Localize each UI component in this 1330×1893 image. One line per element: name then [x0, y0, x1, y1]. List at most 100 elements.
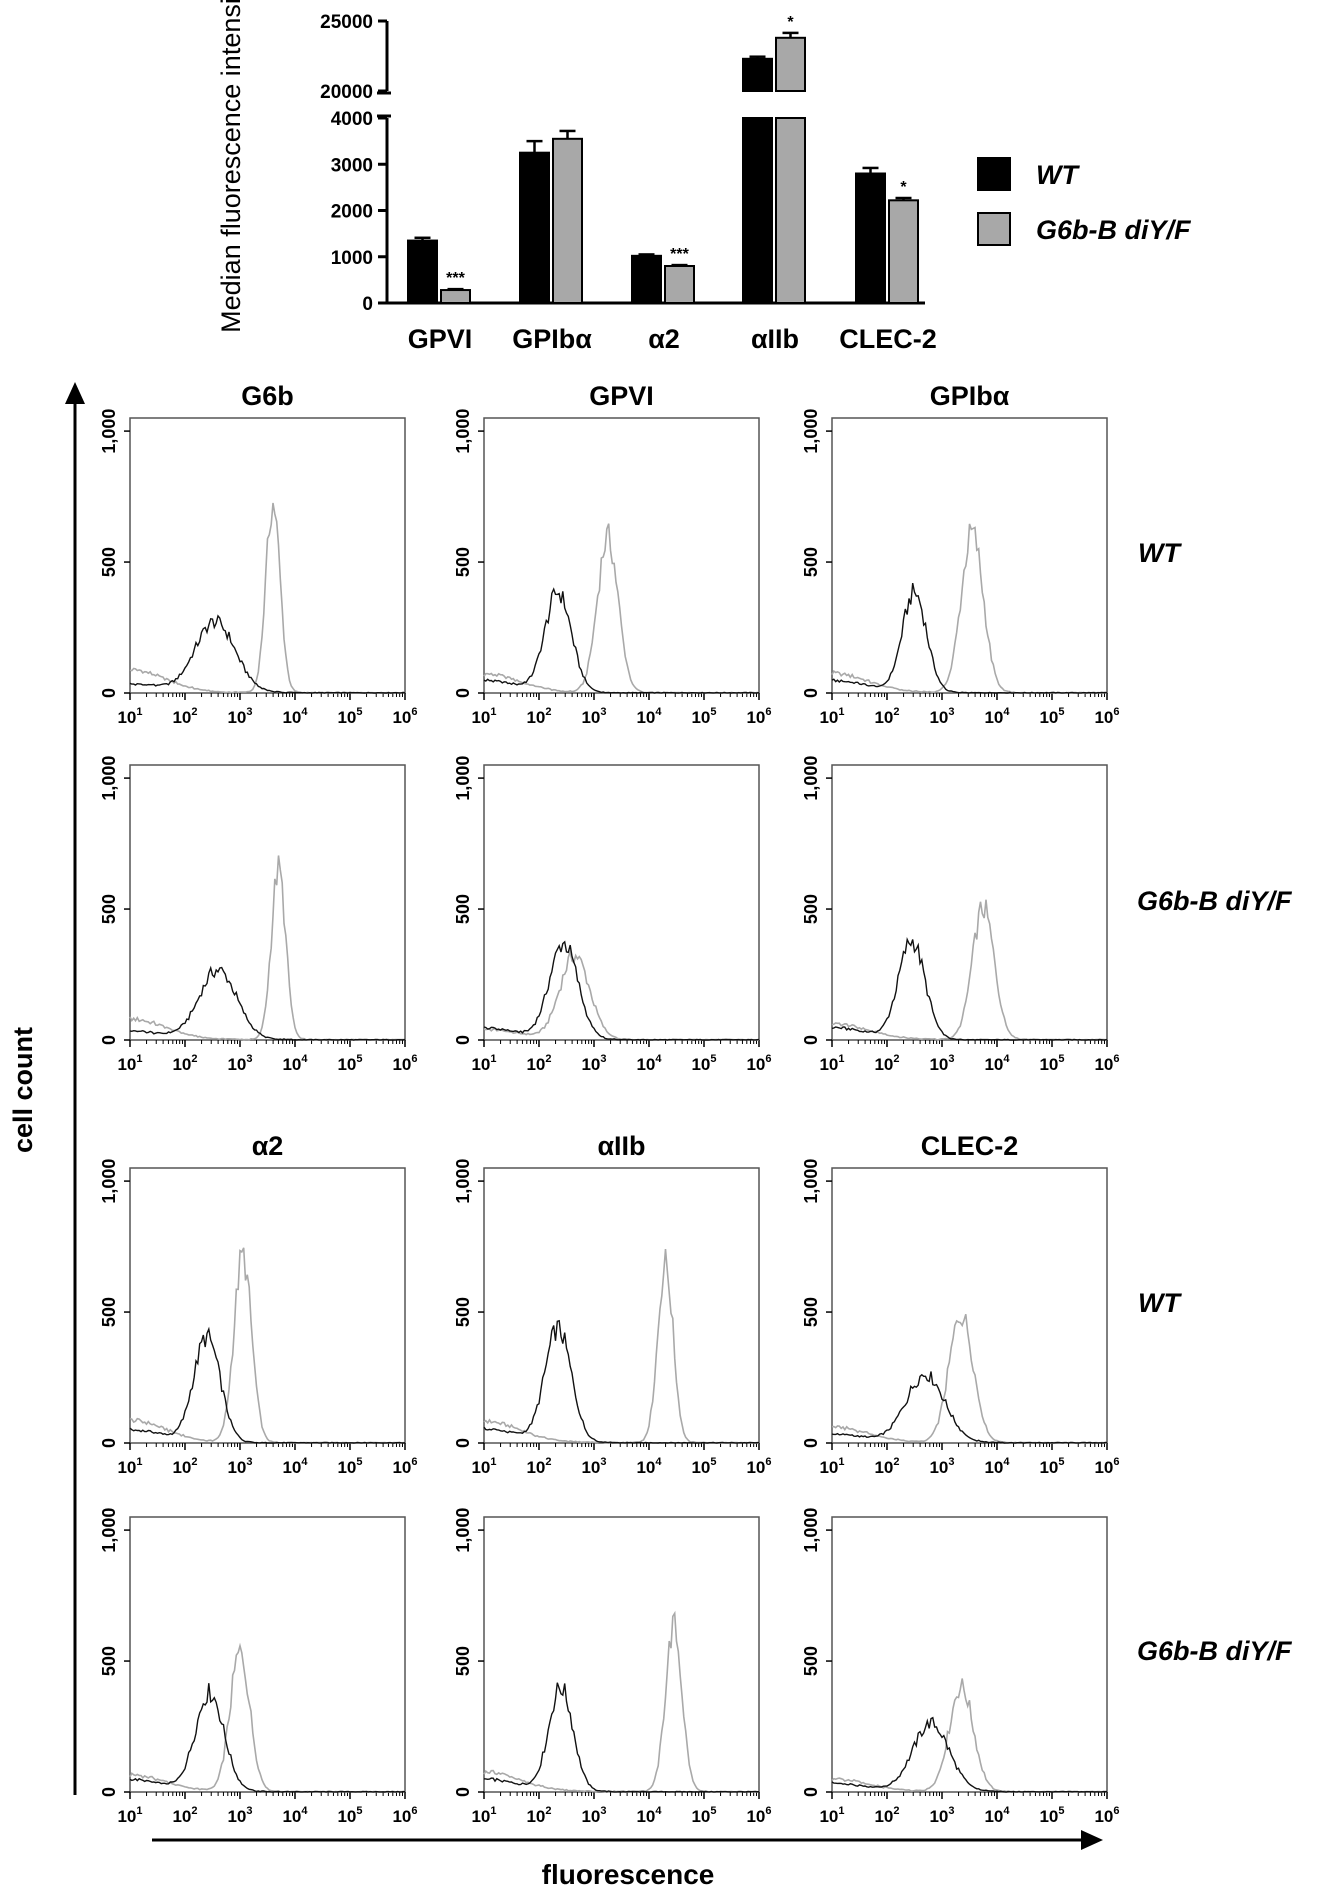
- hist-y-tick-label: 1,000: [453, 756, 473, 801]
- tick-exponent: 4: [1003, 1053, 1010, 1065]
- hist-panel-title: CLEC-2: [921, 1131, 1019, 1161]
- bar-legend: WT G6b-B diY/F: [977, 157, 1192, 246]
- tick-base: 10: [392, 1807, 411, 1826]
- hist-y-tick-label: 1,000: [453, 409, 473, 454]
- tick-base: 10: [172, 708, 191, 727]
- hist-y-tick-label: 500: [453, 547, 473, 577]
- grey-histogram-line: [483, 1610, 760, 1793]
- tick-base: 10: [1039, 1458, 1058, 1477]
- hist-y-tick-label: 1,000: [99, 1508, 119, 1553]
- hist-panel-title: GPVI: [589, 381, 654, 411]
- hist-x-tick-label: 103: [227, 1456, 252, 1477]
- tick-base: 10: [1094, 1055, 1113, 1074]
- bar: [664, 265, 695, 304]
- tick-exponent: 1: [136, 1805, 142, 1817]
- hist-y-tick-label: 1,000: [801, 1159, 821, 1204]
- bar-category-label: CLEC-2: [839, 324, 937, 354]
- bar-category-label: GPIbα: [512, 324, 592, 354]
- black-histogram-line: [129, 1683, 406, 1793]
- tick-exponent: 5: [1058, 1053, 1064, 1065]
- hist-x-tick-label: 101: [819, 1805, 844, 1826]
- tick-base: 10: [172, 1055, 191, 1074]
- hist-x-tick-label: 102: [526, 1053, 551, 1074]
- hist-x-tick-label: 101: [117, 706, 142, 727]
- tick-base: 10: [691, 708, 710, 727]
- hist-x-tick-label: 102: [874, 1053, 899, 1074]
- tick-base: 10: [172, 1807, 191, 1826]
- legend-label: G6b-B diY/F: [1036, 215, 1192, 245]
- black-histogram-line: [483, 940, 760, 1041]
- tick-exponent: 5: [1058, 1456, 1064, 1468]
- tick-base: 10: [746, 708, 765, 727]
- bar: [775, 117, 806, 304]
- tick-base: 10: [581, 1458, 600, 1477]
- hist-panel-frame: [831, 1167, 1108, 1444]
- tick-exponent: 5: [710, 1456, 716, 1468]
- tick-exponent: 3: [600, 1805, 606, 1817]
- tick-exponent: 4: [301, 1456, 308, 1468]
- hist-y-tick-label: 500: [801, 1646, 821, 1676]
- tick-exponent: 5: [1058, 706, 1064, 718]
- hist-x-tick-label: 106: [1094, 1805, 1119, 1826]
- tick-exponent: 4: [1003, 706, 1010, 718]
- hist-y-tick-label: 500: [801, 1297, 821, 1327]
- hist-x-tick-label: 103: [929, 1805, 954, 1826]
- bar-marks: ********: [407, 14, 919, 304]
- tick-exponent: 5: [356, 1805, 362, 1817]
- hist-x-tick-label: 103: [227, 706, 252, 727]
- tick-base: 10: [337, 1055, 356, 1074]
- hist-y-tick-label: 1,000: [801, 409, 821, 454]
- tick-exponent: 6: [411, 1456, 417, 1468]
- hist-y-tick-label: 500: [99, 1297, 119, 1327]
- hist-y-tick-label: 1,000: [801, 1508, 821, 1553]
- bar: [440, 289, 471, 304]
- tick-base: 10: [746, 1458, 765, 1477]
- hist-y-tick-label: 0: [453, 688, 473, 698]
- tick-exponent: 6: [411, 706, 417, 718]
- tick-exponent: 4: [655, 1805, 662, 1817]
- hist-y-tick-label: 500: [801, 894, 821, 924]
- tick-exponent: 2: [545, 706, 551, 718]
- tick-base: 10: [636, 1458, 655, 1477]
- fluorescence-arrow-head: [1081, 1830, 1103, 1850]
- hist-x-tick-label: 105: [1039, 706, 1064, 727]
- hist-y-tick-label: 1,000: [99, 1159, 119, 1204]
- tick-exponent: 5: [1058, 1805, 1064, 1817]
- hist-row-label: G6b-B diY/F: [1137, 886, 1293, 916]
- bar: [519, 151, 550, 304]
- tick-base: 10: [984, 1458, 1003, 1477]
- hist-x-tick-label: 104: [282, 706, 308, 727]
- hist-x-tick-label: 106: [746, 1053, 771, 1074]
- tick-base: 10: [984, 1055, 1003, 1074]
- tick-exponent: 4: [301, 1053, 308, 1065]
- hist-x-tick-label: 103: [929, 706, 954, 727]
- tick-base: 10: [526, 1807, 545, 1826]
- tick-base: 10: [581, 1055, 600, 1074]
- hist-x-tick-label: 103: [581, 706, 606, 727]
- hist-x-tick-label: 106: [392, 1805, 417, 1826]
- tick-base: 10: [282, 1055, 301, 1074]
- hist-x-tick-label: 104: [984, 1053, 1010, 1074]
- tick-exponent: 1: [490, 1805, 496, 1817]
- tick-base: 10: [117, 1458, 136, 1477]
- legend-swatch: [977, 212, 1011, 246]
- tick-base: 10: [636, 1055, 655, 1074]
- tick-base: 10: [392, 1055, 411, 1074]
- tick-exponent: 3: [948, 1053, 954, 1065]
- hist-x-tick-label: 101: [471, 1805, 496, 1826]
- tick-exponent: 2: [893, 1805, 899, 1817]
- hist-x-tick-label: 102: [526, 1805, 551, 1826]
- hist-x-tick-label: 104: [636, 1053, 662, 1074]
- tick-exponent: 3: [246, 706, 252, 718]
- bar-y-tick-label: 0: [362, 294, 373, 315]
- tick-base: 10: [691, 1458, 710, 1477]
- hist-y-tick-label: 0: [99, 1787, 119, 1797]
- tick-exponent: 3: [246, 1456, 252, 1468]
- hist-x-tick-label: 104: [984, 1805, 1010, 1826]
- hist-x-tick-label: 101: [117, 1456, 142, 1477]
- bar-y-tick-label: 20000: [320, 82, 373, 103]
- tick-base: 10: [471, 708, 490, 727]
